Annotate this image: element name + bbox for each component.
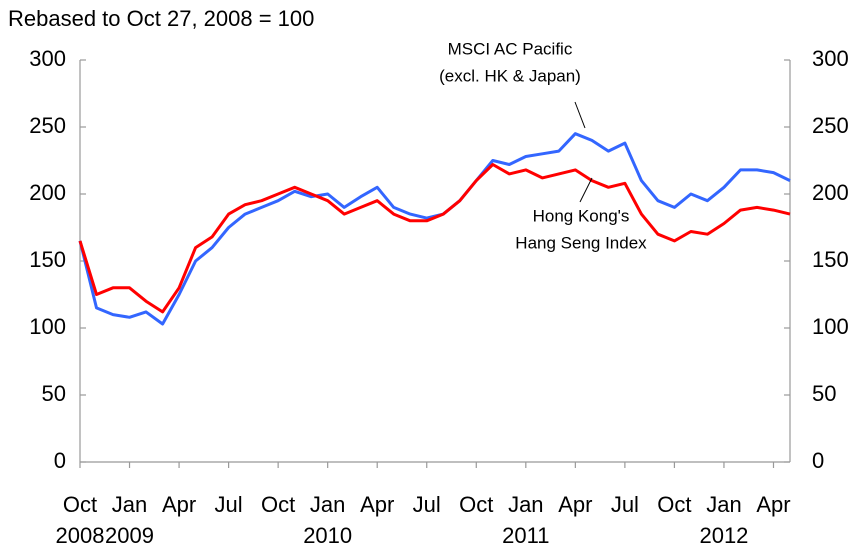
x-tick-label: Jul: [611, 492, 639, 517]
y-tick-label: 0: [54, 448, 66, 473]
x-tick-label: Jan: [706, 492, 741, 517]
x-tick-label: Jan: [508, 492, 543, 517]
x-year-label: 2010: [303, 523, 352, 548]
x-tick-label: Apr: [756, 492, 790, 517]
y2-tick-label: 100: [812, 314, 849, 339]
y-tick-label: 50: [42, 381, 66, 406]
label-leader: [574, 101, 586, 129]
y2-tick-label: 0: [812, 448, 824, 473]
series-label: MSCI AC Pacific: [448, 39, 573, 58]
y2-tick-label: 150: [812, 247, 849, 272]
x-tick-label: Oct: [261, 492, 295, 517]
series-line: [78, 132, 791, 326]
y-tick-label: 200: [29, 180, 66, 205]
x-year-label: 2012: [699, 523, 748, 548]
y-tick-label: 150: [29, 247, 66, 272]
y-tick-label: 250: [29, 113, 66, 138]
x-tick-label: Jul: [413, 492, 441, 517]
x-tick-label: Oct: [657, 492, 691, 517]
x-tick-label: Jan: [310, 492, 345, 517]
y-tick-label: 100: [29, 314, 66, 339]
x-tick-label: Apr: [558, 492, 592, 517]
y2-tick-label: 250: [812, 113, 849, 138]
x-tick-label: Jan: [112, 492, 147, 517]
chart-title: Rebased to Oct 27, 2008 = 100: [8, 6, 314, 31]
x-year-label: 2008: [56, 523, 105, 548]
label-leader: [579, 177, 593, 203]
x-tick-label: Apr: [360, 492, 394, 517]
y2-tick-label: 300: [812, 46, 849, 71]
x-tick-label: Oct: [63, 492, 97, 517]
series-label: Hong Kong's: [533, 206, 630, 225]
x-tick-label: Apr: [162, 492, 196, 517]
series-label: Hang Seng Index: [515, 233, 647, 252]
series-label: (excl. HK & Japan): [439, 66, 581, 85]
y2-tick-label: 50: [812, 381, 836, 406]
x-tick-label: Jul: [215, 492, 243, 517]
x-year-label: 2011: [502, 523, 549, 548]
x-tick-label: Oct: [459, 492, 493, 517]
y2-tick-label: 200: [812, 180, 849, 205]
series-line: [78, 163, 791, 314]
x-year-label: 2009: [105, 523, 154, 548]
y-tick-label: 300: [29, 46, 66, 71]
